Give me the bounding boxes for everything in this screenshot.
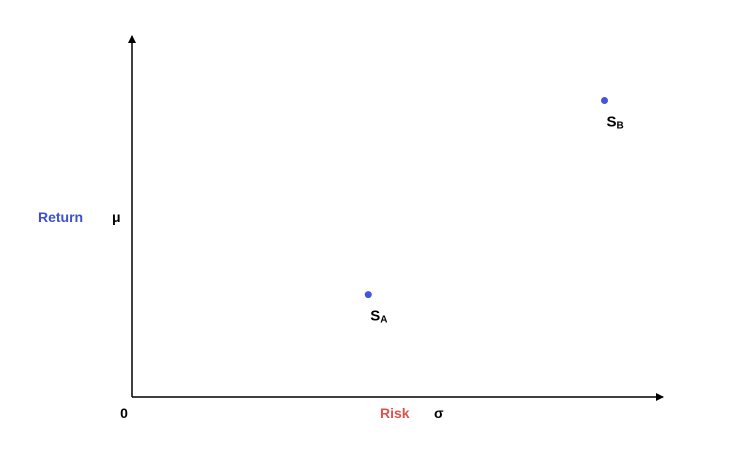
point-label-sb: SB	[607, 113, 624, 131]
origin-label: 0	[120, 405, 128, 421]
x-axis-label: Risk	[380, 405, 410, 421]
point-label-sa: SA	[370, 308, 387, 326]
y-axis-symbol: μ	[112, 209, 121, 225]
point-sa	[364, 291, 372, 299]
x-axis-symbol: σ	[434, 405, 444, 421]
data-points: SA SB	[364, 96, 624, 326]
point-sb	[601, 96, 608, 104]
y-axis-label: Return	[38, 209, 83, 225]
